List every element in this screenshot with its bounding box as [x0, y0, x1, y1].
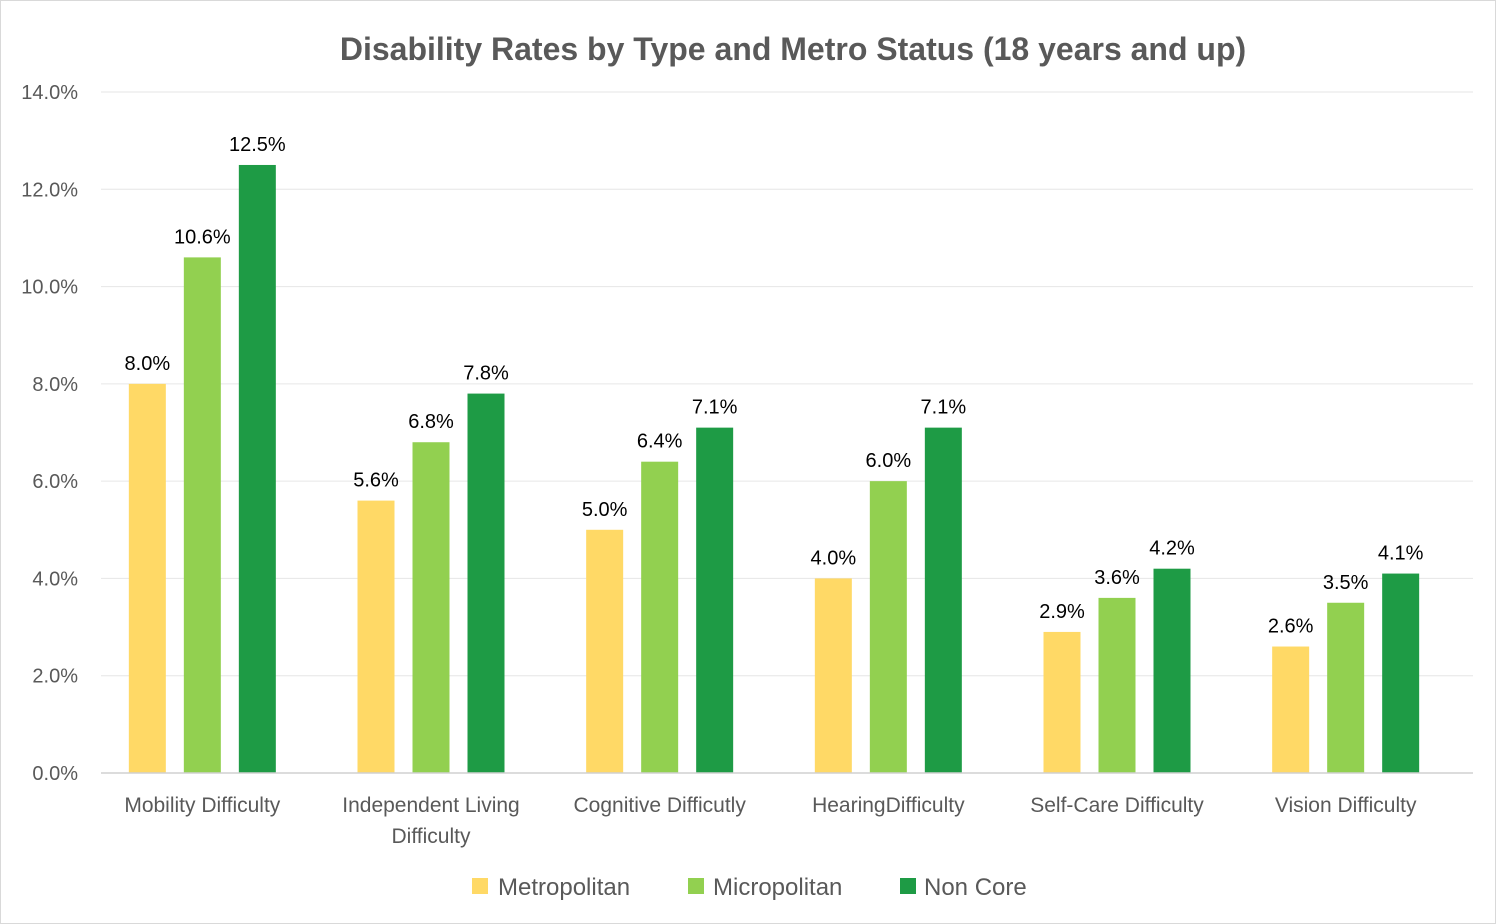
bar-micropolitan	[1327, 602, 1365, 773]
bar-metropolitan	[128, 383, 166, 773]
data-label: 4.0%	[811, 547, 857, 569]
data-label: 7.1%	[692, 397, 738, 419]
bar-metropolitan	[814, 578, 852, 773]
y-tick-label: 4.0%	[32, 568, 78, 590]
y-tick-label: 2.0%	[32, 666, 78, 688]
legend-label: Metropolitan	[498, 874, 630, 901]
bar-non-core	[696, 427, 734, 773]
legend: Metropolitan Micropolitan Non Core	[472, 874, 1027, 901]
bar-non-core	[1153, 568, 1191, 773]
bar-micropolitan	[641, 461, 679, 773]
category-label: Vision Difficulty	[1275, 794, 1417, 817]
y-tick-label: 12.0%	[21, 179, 78, 201]
y-tick-label: 8.0%	[32, 374, 78, 396]
data-label: 2.9%	[1039, 601, 1085, 623]
category-label: Difficulty	[392, 825, 471, 848]
legend-label: Non Core	[924, 874, 1027, 901]
data-label: 7.1%	[921, 397, 967, 419]
bar-micropolitan	[1098, 597, 1136, 773]
bars	[128, 164, 1420, 773]
y-tick-label: 6.0%	[32, 471, 78, 493]
data-label: 3.6%	[1094, 567, 1140, 589]
bar-metropolitan	[1272, 646, 1310, 773]
category-label: HearingDifficulty	[812, 794, 965, 817]
bar-non-core	[238, 164, 276, 773]
data-label: 4.2%	[1149, 538, 1195, 560]
bar-metropolitan	[357, 500, 395, 773]
data-label: 5.6%	[353, 470, 399, 492]
data-label: 4.1%	[1378, 543, 1424, 565]
data-label: 7.8%	[463, 363, 509, 385]
bar-non-core	[924, 427, 962, 773]
data-label: 6.4%	[637, 431, 683, 453]
data-label: 12.5%	[229, 134, 286, 156]
legend-label: Micropolitan	[713, 874, 842, 901]
data-labels: 8.0% 10.6% 12.5% 5.6% 6.8% 7.8% 5.0% 6.4% 7.1% 4.…	[125, 134, 1424, 638]
bar-micropolitan	[412, 442, 450, 773]
gridlines	[101, 91, 1473, 677]
data-label: 3.5%	[1323, 572, 1369, 594]
y-axis-ticks: 0.0% 2.0% 4.0% 6.0% 8.0% 10.0% 12.0% 14.0%	[21, 82, 78, 785]
category-label: Mobility Difficulty	[124, 794, 280, 817]
bar-metropolitan	[1043, 631, 1081, 773]
data-label: 6.0%	[866, 450, 912, 472]
x-axis-categories: Mobility Difficulty Independent Living Dif…	[124, 794, 1417, 848]
data-label: 6.8%	[408, 411, 454, 433]
legend-swatch	[472, 878, 488, 894]
data-label: 10.6%	[174, 226, 231, 248]
y-tick-label: 14.0%	[21, 82, 78, 104]
bar-non-core	[467, 393, 505, 773]
chart-title: Disability Rates by Type and Metro Statu…	[340, 31, 1246, 67]
category-label: Self-Care Difficulty	[1030, 794, 1204, 817]
data-label: 8.0%	[125, 353, 171, 375]
y-tick-label: 10.0%	[21, 277, 78, 299]
legend-swatch	[900, 878, 916, 894]
data-label: 2.6%	[1268, 616, 1314, 638]
y-tick-label: 0.0%	[32, 763, 78, 785]
category-label: Independent Living	[342, 794, 520, 817]
bar-non-core	[1382, 573, 1420, 773]
legend-swatch	[688, 878, 704, 894]
category-label: Cognitive Difficutly	[573, 794, 746, 817]
bar-micropolitan	[869, 481, 907, 773]
data-label: 5.0%	[582, 499, 628, 521]
bar-metropolitan	[586, 529, 624, 773]
bar-micropolitan	[183, 257, 221, 773]
